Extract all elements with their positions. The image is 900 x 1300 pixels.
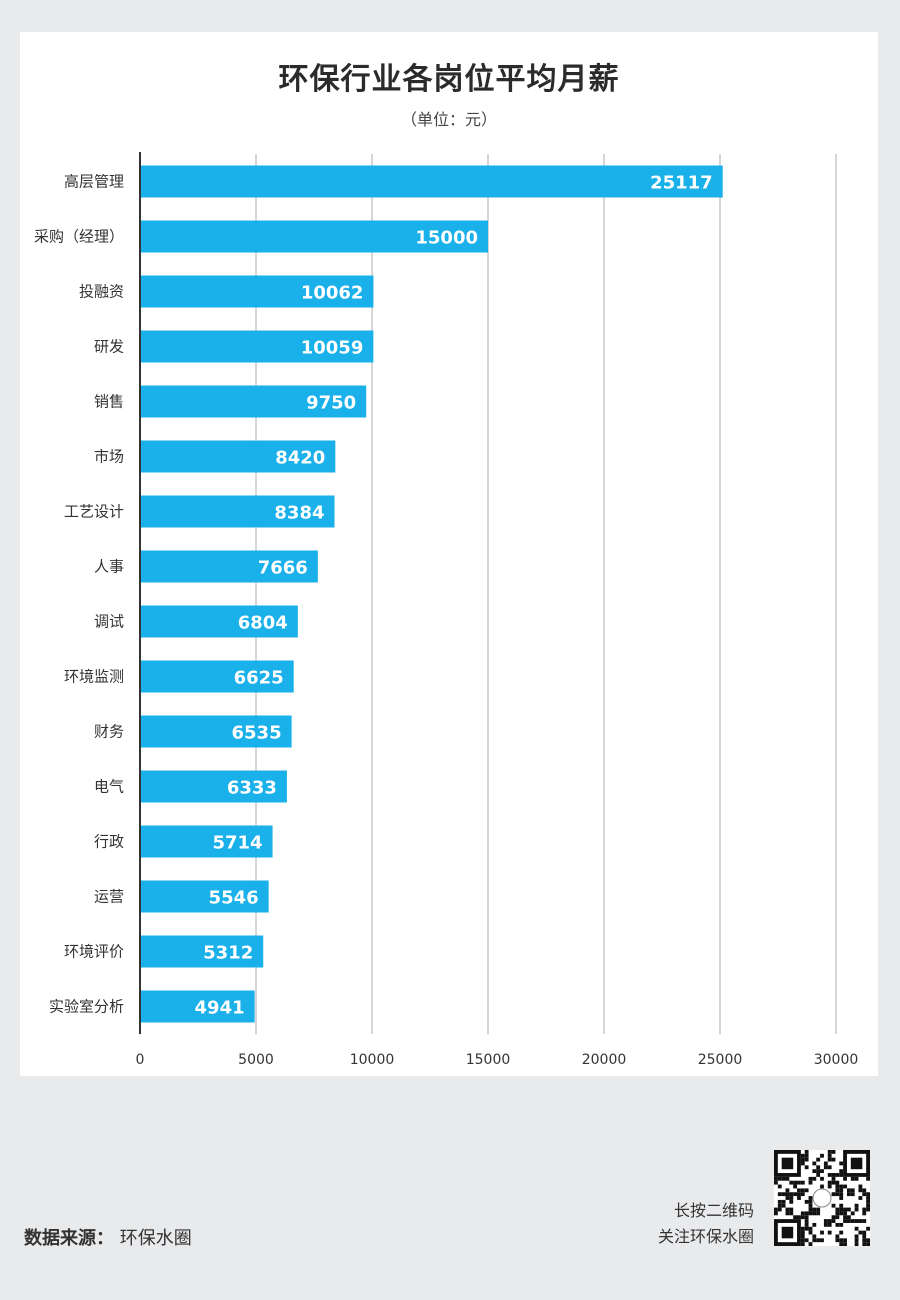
data-label: 6535 xyxy=(232,723,282,744)
category-label: 运营 xyxy=(94,888,124,906)
x-tick-label: 0 xyxy=(136,1052,145,1068)
qr-caption: 长按二维码 关注环保水圈 xyxy=(658,1198,754,1250)
data-label: 25117 xyxy=(650,173,713,194)
category-label: 销售 xyxy=(94,393,124,411)
bar xyxy=(140,495,335,528)
bar xyxy=(140,330,374,363)
data-label: 6333 xyxy=(227,778,277,799)
data-label: 5546 xyxy=(209,888,259,909)
data-label: 4941 xyxy=(195,998,245,1019)
data-label: 6804 xyxy=(238,613,288,634)
category-label: 采购（经理） xyxy=(34,228,124,246)
data-label: 5714 xyxy=(212,833,262,854)
data-label: 7666 xyxy=(258,558,308,579)
bar xyxy=(140,220,488,253)
qr-caption-line1: 长按二维码 xyxy=(673,1201,754,1220)
data-label: 10059 xyxy=(301,338,364,359)
bar xyxy=(140,605,298,638)
bar xyxy=(140,165,723,198)
data-label: 8384 xyxy=(274,503,324,524)
bar xyxy=(140,385,367,418)
x-tick-label: 5000 xyxy=(238,1052,274,1068)
category-label: 实验室分析 xyxy=(49,998,124,1016)
x-tick-label: 15000 xyxy=(466,1052,511,1068)
category-label: 调试 xyxy=(94,613,124,631)
data-source: 数据来源： 环保水圈 xyxy=(24,1224,192,1250)
unit-label: （单位：元） xyxy=(400,110,497,129)
category-label: 人事 xyxy=(94,558,124,576)
category-label: 投融资 xyxy=(79,283,124,301)
bar xyxy=(140,550,318,583)
bar xyxy=(140,935,264,968)
x-tick-label: 20000 xyxy=(582,1052,627,1068)
data-label: 8420 xyxy=(275,448,325,469)
data-label: 6625 xyxy=(234,668,284,689)
bar xyxy=(140,275,374,308)
bar xyxy=(140,715,292,748)
bar xyxy=(140,990,255,1023)
qr-caption-line2: 关注环保水圈 xyxy=(657,1227,754,1246)
category-label: 行政 xyxy=(94,833,124,851)
bar-chart: 0 5000 10000 15000 20000 25000 30000 高层管理 25117 采… xyxy=(34,152,859,1068)
qr-code-icon xyxy=(774,1150,870,1246)
x-tick-label: 10000 xyxy=(350,1052,395,1068)
x-tick-label: 30000 xyxy=(814,1052,859,1068)
data-source-value: 环保水圈 xyxy=(119,1228,192,1249)
bar xyxy=(140,440,336,473)
data-source-label: 数据来源： xyxy=(24,1228,114,1249)
chart-card: 环保行业各岗位平均月薪 （单位：元） 0 5000 10000 15000 20000 2… xyxy=(20,32,878,1076)
x-tick-label: 25000 xyxy=(698,1052,743,1068)
category-label: 电气 xyxy=(94,778,124,796)
bar xyxy=(140,660,294,693)
data-label: 15000 xyxy=(415,228,478,249)
data-label: 10062 xyxy=(301,283,364,304)
category-label: 财务 xyxy=(94,723,124,741)
data-label: 5312 xyxy=(203,943,253,964)
bar xyxy=(140,825,273,858)
category-label: 高层管理 xyxy=(64,173,124,191)
category-label: 工艺设计 xyxy=(64,503,124,521)
data-label: 9750 xyxy=(306,393,356,414)
bar xyxy=(140,770,287,803)
category-label: 环境评价 xyxy=(64,943,124,961)
chart-title: 环保行业各岗位平均月薪 xyxy=(278,62,620,97)
category-label: 环境监测 xyxy=(64,668,124,686)
bar xyxy=(140,880,269,913)
category-label: 市场 xyxy=(94,448,124,466)
category-label: 研发 xyxy=(94,338,124,356)
